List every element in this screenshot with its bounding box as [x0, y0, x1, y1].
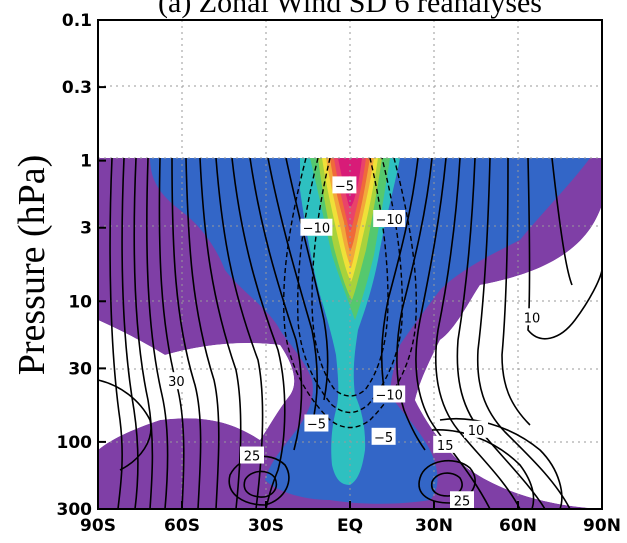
y-axis: 0.1 0.3 1 3 10 30 100 300 [57, 11, 106, 520]
white-region-left [98, 320, 295, 450]
contour-label: −10 [375, 388, 402, 403]
y-tick-label: 3 [80, 219, 92, 239]
x-tick-label: EQ [337, 516, 363, 536]
contour-label-box [450, 491, 474, 509]
contour-line [380, 158, 419, 401]
contour-line [249, 158, 303, 451]
contour-label: 25 [454, 494, 471, 509]
contour-label: 10 [524, 311, 541, 326]
contour-label-box [304, 414, 329, 432]
y-tick-label: 30 [68, 359, 92, 379]
contour-label-box [371, 427, 396, 445]
contour-label-box [300, 218, 333, 236]
contour-line [396, 158, 433, 451]
x-tick-label: 90N [583, 516, 621, 536]
x-tick-label: 90S [80, 516, 116, 536]
contour-label: 15 [437, 439, 454, 454]
contour-line [121, 158, 139, 509]
contour-label: 10 [468, 424, 485, 439]
contour-label-box [373, 209, 406, 227]
contour-label: −10 [375, 213, 402, 228]
contour-label: −10 [303, 222, 330, 237]
contour-label: 30 [168, 375, 185, 390]
y-tick-label: 0.3 [62, 78, 92, 98]
contour-label-box [373, 385, 406, 403]
contour-line [243, 470, 278, 498]
contour-label-box [164, 372, 189, 390]
contour-line [431, 429, 535, 509]
contour-line [476, 158, 571, 509]
x-tick-label: 30N [415, 516, 453, 536]
contour-line [435, 158, 521, 509]
contour-label-box [332, 176, 357, 194]
contour-line [551, 158, 573, 286]
contour-line [418, 460, 476, 504]
y-tick-label: 100 [57, 433, 93, 453]
grid [98, 20, 602, 509]
y-tick-label: 1 [80, 152, 92, 172]
x-tick-label: 60S [164, 516, 200, 536]
y-tick-label: 300 [57, 500, 93, 520]
blue-region [150, 158, 590, 504]
chart-title: (a) Zonal Wind SD 6 reanalyses [158, 0, 542, 19]
contour-label-box [520, 308, 544, 326]
contour-label-box [433, 435, 458, 453]
contour-line [456, 158, 546, 509]
contour-line [527, 158, 602, 340]
contour-lines [98, 158, 602, 509]
contour-line [297, 158, 403, 414]
x-axis: 90S 60S 30S EQ 30N 60N 90N [80, 501, 621, 536]
contour-line [185, 158, 220, 509]
contour-line [415, 158, 491, 509]
y-tick-label: 10 [68, 292, 92, 312]
contour-line [283, 158, 417, 429]
contour-line [133, 158, 154, 509]
contour-line [430, 472, 463, 497]
contour-label: −5 [307, 418, 326, 433]
contour-label: 25 [244, 450, 261, 465]
contour-line [171, 158, 202, 509]
contour-label: −5 [335, 179, 354, 194]
contour-line [146, 158, 169, 509]
contour-line [231, 158, 286, 509]
y-axis-label: Pressure (hPa) [11, 155, 53, 376]
contour-line [98, 379, 152, 471]
y-tick-label: 0.1 [62, 11, 92, 31]
contour-line [501, 158, 531, 426]
x-tick-label: 30S [248, 516, 284, 536]
contour-line [267, 158, 319, 426]
x-tick-label: 60N [499, 516, 537, 536]
contour-label: −5 [374, 431, 393, 446]
contour-labels: −5 −10 −10 10 30 −10 −5 −5 10 15 25 25 [164, 176, 544, 509]
contour-label-box [464, 420, 488, 438]
contour-line [158, 158, 185, 509]
contour-label-box [240, 446, 264, 464]
contour-line [439, 417, 563, 509]
